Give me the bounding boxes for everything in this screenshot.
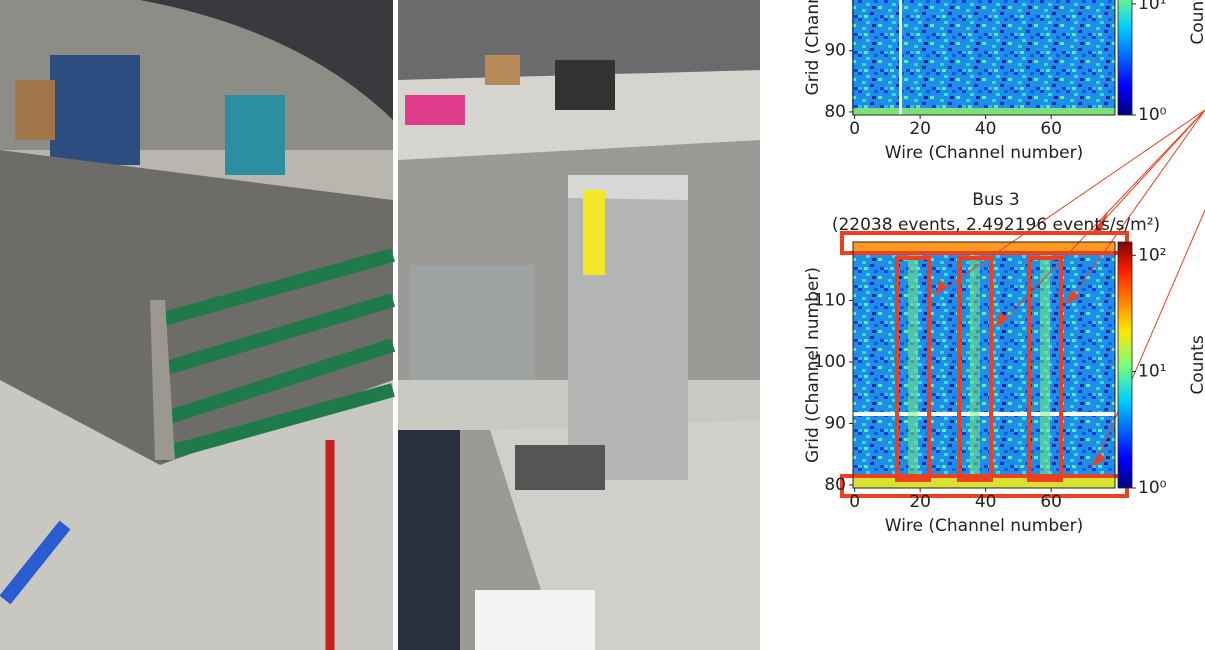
x-axis-label: Wire (Channel number) [885,516,1083,536]
colorbar-tick-label: 10² [1138,245,1166,265]
y-tick-label: 110 [814,290,846,310]
y-tick-label: 80 [824,475,846,495]
plot-frame [852,0,1116,116]
chart-subtitle: (22038 events, 2.492196 events/s/m²) [832,215,1160,235]
y-tick-label: 100 [814,352,846,372]
y-axis-label: Grid (Channel number) [803,0,823,95]
x-tick-label: 40 [975,119,997,139]
x-tick-label: 60 [1040,492,1062,512]
x-tick-label: 60 [1040,119,1062,139]
heatmap-row [852,108,1115,115]
y-tick-label: 80 [824,102,846,122]
colorbar-tick-label: 10⁰ [1138,478,1167,498]
x-tick-label: 40 [975,492,997,512]
y-axis-label: Grid (Channel number) [803,267,823,463]
heatmap-row [853,478,1115,488]
plot-frame [852,241,1116,489]
colorbar [1117,241,1133,489]
colorbar [1117,0,1133,116]
colorbar-label: Counts [1188,0,1205,45]
heatmap-top [852,0,1115,115]
heatmap-panel: 0 20 40 60 80 90 Wire (Channel number) Grid (Ch… [803,0,1205,536]
annotation-lines [934,109,1205,466]
photo-detector [0,0,396,650]
colorbar-tick-label: 10¹ [1138,362,1166,382]
heatmap-row [853,242,1115,252]
photo-lab [398,0,760,650]
y-tick-label: 90 [824,413,846,433]
x-tick-label: 0 [849,119,860,139]
x-tick-label: 20 [909,492,931,512]
colorbar-tick-label: 10⁰ [1138,105,1167,125]
annotation-boxes [840,231,1129,498]
chart-title: Bus 3 [972,190,1020,210]
heatmap-bottom [853,242,1115,488]
colorbar-label: Counts [1188,335,1205,394]
heatmap-row [853,412,1115,416]
x-tick-label: 20 [909,119,931,139]
colorbar-tick-label: 10¹ [1138,0,1166,14]
y-tick-label: 90 [824,41,846,61]
heatmap-column [899,0,902,115]
x-axis-label: Wire (Channel number) [885,143,1083,163]
x-tick-label: 0 [849,492,860,512]
